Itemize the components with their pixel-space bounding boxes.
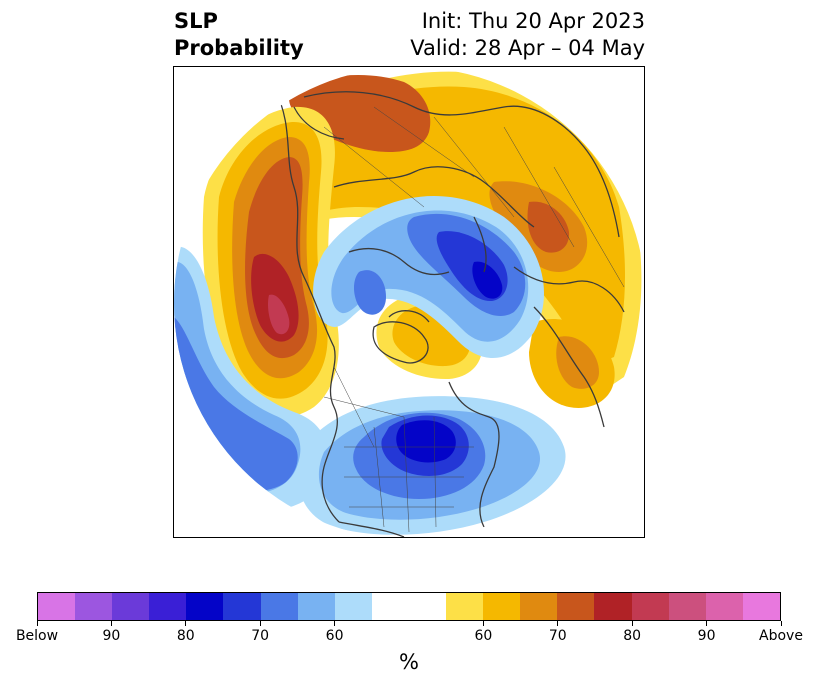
title-variable: SLP: [174, 9, 218, 33]
colorbar-swatch: [446, 593, 484, 620]
colorbar-swatch: [297, 593, 335, 620]
map-svg: [174, 67, 644, 537]
colorbar-tick-label: 80: [176, 628, 195, 644]
colorbar-swatch: [557, 593, 595, 620]
colorbar-swatch: [668, 593, 706, 620]
colorbar-swatch: [742, 593, 780, 620]
colorbar-tick: [482, 621, 484, 626]
colorbar-swatch: [149, 593, 187, 620]
arctic-low-region: [313, 195, 544, 359]
pacific-high-region: [202, 106, 339, 418]
colorbar-swatch: [371, 593, 409, 620]
colorbar-tick: [36, 621, 38, 626]
title-type: Probability: [174, 36, 304, 60]
title-right: Init: Thu 20 Apr 2023 Valid: 28 Apr – 04…: [410, 8, 645, 62]
map-panel: [173, 66, 645, 538]
colorbar-tick: [557, 621, 559, 626]
colorbar-swatch: [260, 593, 298, 620]
colorbar-swatch: [520, 593, 558, 620]
colorbar-tick: [110, 621, 112, 626]
colorbar-swatch: [112, 593, 150, 620]
colorbar-swatch: [186, 593, 224, 620]
coastlines: [273, 86, 625, 537]
colorbar-swatch: [334, 593, 372, 620]
colorbar-tick: [259, 621, 261, 626]
colorbar-tick: [706, 621, 708, 626]
colorbar-swatch: [594, 593, 632, 620]
valid-range: Valid: 28 Apr – 04 May: [410, 36, 645, 60]
colorbar-tick-label: 70: [548, 628, 567, 644]
colorbar-swatch: [38, 593, 76, 620]
colorbar-swatch: [483, 593, 521, 620]
colorbar-unit-label: %: [399, 650, 419, 674]
colorbar-swatch: [408, 593, 447, 620]
colorbar-tick-label: 70: [251, 628, 270, 644]
colorbar-tick-label: Above: [759, 628, 803, 644]
colorbar-swatch: [223, 593, 261, 620]
colorbar-tick-label: 80: [623, 628, 642, 644]
colorbar-tick: [334, 621, 336, 626]
colorbar-tick: [185, 621, 187, 626]
borders: [323, 106, 625, 533]
colorbar-tick: [780, 621, 782, 626]
colorbar-tick-label: 90: [102, 628, 121, 644]
colorbar-tick-label: 90: [697, 628, 716, 644]
colorbar-swatch: [631, 593, 669, 620]
colorbar-swatch: [75, 593, 113, 620]
colorbar-tick-label: 60: [474, 628, 493, 644]
colorbar-tick-label: 60: [325, 628, 344, 644]
title-left: SLP Probability: [174, 8, 304, 62]
colorbar-tick: [631, 621, 633, 626]
colorbar: [37, 592, 781, 621]
colorbar-swatch: [705, 593, 743, 620]
init-date: Init: Thu 20 Apr 2023: [421, 9, 645, 33]
colorbar-tick-label: Below: [15, 628, 59, 644]
